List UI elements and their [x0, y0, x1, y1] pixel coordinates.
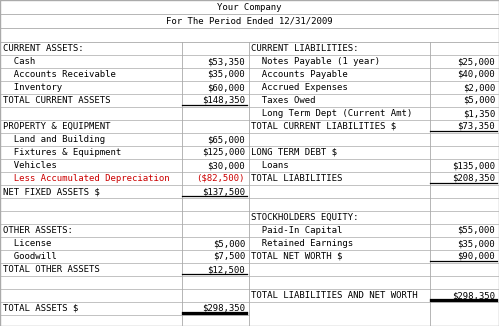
Text: $55,000: $55,000	[458, 226, 495, 235]
Text: $40,000: $40,000	[458, 70, 495, 79]
Text: License: License	[3, 239, 51, 248]
Text: $30,000: $30,000	[208, 161, 245, 170]
Text: TOTAL NET WORTH $: TOTAL NET WORTH $	[251, 252, 342, 261]
Text: $2,000: $2,000	[463, 83, 495, 92]
Text: TOTAL ASSETS $: TOTAL ASSETS $	[3, 304, 78, 313]
Text: Land and Building: Land and Building	[3, 135, 105, 144]
Text: Fixtures & Equipment: Fixtures & Equipment	[3, 148, 121, 157]
Text: $298,350: $298,350	[452, 291, 495, 300]
Text: PROPERTY & EQUIPMENT: PROPERTY & EQUIPMENT	[3, 122, 110, 131]
Text: $1,350: $1,350	[463, 109, 495, 118]
Text: $298,350: $298,350	[202, 304, 245, 313]
Text: $12,500: $12,500	[208, 265, 245, 274]
Text: Retained Earnings: Retained Earnings	[251, 239, 353, 248]
Text: $137,500: $137,500	[202, 187, 245, 196]
Text: $148,350: $148,350	[202, 96, 245, 105]
Text: $35,000: $35,000	[458, 239, 495, 248]
Text: Loans: Loans	[251, 161, 288, 170]
Text: $25,000: $25,000	[458, 57, 495, 66]
Text: Less Accumulated Depreciation: Less Accumulated Depreciation	[3, 174, 170, 183]
Text: $125,000: $125,000	[202, 148, 245, 157]
Text: TOTAL OTHER ASSETS: TOTAL OTHER ASSETS	[3, 265, 100, 274]
Text: $60,000: $60,000	[208, 83, 245, 92]
Text: LONG TERM DEBT $: LONG TERM DEBT $	[251, 148, 337, 157]
Text: TOTAL CURRENT LIABILITIES $: TOTAL CURRENT LIABILITIES $	[251, 122, 396, 131]
Text: $53,350: $53,350	[208, 57, 245, 66]
Text: NET FIXED ASSETS $: NET FIXED ASSETS $	[3, 187, 100, 196]
Text: $73,350: $73,350	[458, 122, 495, 131]
Text: For The Period Ended 12/31/2009: For The Period Ended 12/31/2009	[166, 17, 333, 25]
Text: TOTAL CURRENT ASSETS: TOTAL CURRENT ASSETS	[3, 96, 110, 105]
Text: Paid-In Capital: Paid-In Capital	[251, 226, 342, 235]
Text: TOTAL LIABILITIES AND NET WORTH: TOTAL LIABILITIES AND NET WORTH	[251, 291, 418, 300]
Text: STOCKHOLDERS EQUITY:: STOCKHOLDERS EQUITY:	[251, 213, 358, 222]
Text: Cash: Cash	[3, 57, 35, 66]
Text: $65,000: $65,000	[208, 135, 245, 144]
Text: $35,000: $35,000	[208, 70, 245, 79]
Text: $7,500: $7,500	[213, 252, 245, 261]
Text: CURRENT LIABILITIES:: CURRENT LIABILITIES:	[251, 44, 358, 53]
Text: $5,000: $5,000	[213, 239, 245, 248]
Text: $5,000: $5,000	[463, 96, 495, 105]
Text: $90,000: $90,000	[458, 252, 495, 261]
Text: Goodwill: Goodwill	[3, 252, 57, 261]
Text: Notes Payable (1 year): Notes Payable (1 year)	[251, 57, 380, 66]
Text: TOTAL LIABILITIES: TOTAL LIABILITIES	[251, 174, 342, 183]
Text: Inventory: Inventory	[3, 83, 62, 92]
Text: Vehicles: Vehicles	[3, 161, 57, 170]
Text: $135,000: $135,000	[452, 161, 495, 170]
Text: Your Company: Your Company	[217, 3, 282, 11]
Text: Accounts Payable: Accounts Payable	[251, 70, 348, 79]
Text: OTHER ASSETS:: OTHER ASSETS:	[3, 226, 73, 235]
Text: Accrued Expenses: Accrued Expenses	[251, 83, 348, 92]
Text: Taxes Owed: Taxes Owed	[251, 96, 315, 105]
Text: Accounts Receivable: Accounts Receivable	[3, 70, 116, 79]
Text: $208,350: $208,350	[452, 174, 495, 183]
Text: CURRENT ASSETS:: CURRENT ASSETS:	[3, 44, 84, 53]
Text: ($82,500): ($82,500)	[197, 174, 245, 183]
Text: Long Term Dept (Current Amt): Long Term Dept (Current Amt)	[251, 109, 412, 118]
